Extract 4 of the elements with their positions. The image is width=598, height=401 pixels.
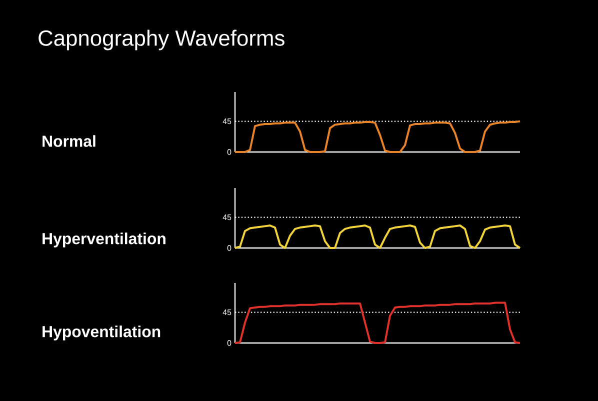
y-axis-title: Hyperventilation [42,232,166,248]
chart-title: Capnography Waveforms [38,30,284,50]
y-axis-title: Hypoventilation [42,326,160,340]
y-axis-title: Normal [42,135,96,147]
